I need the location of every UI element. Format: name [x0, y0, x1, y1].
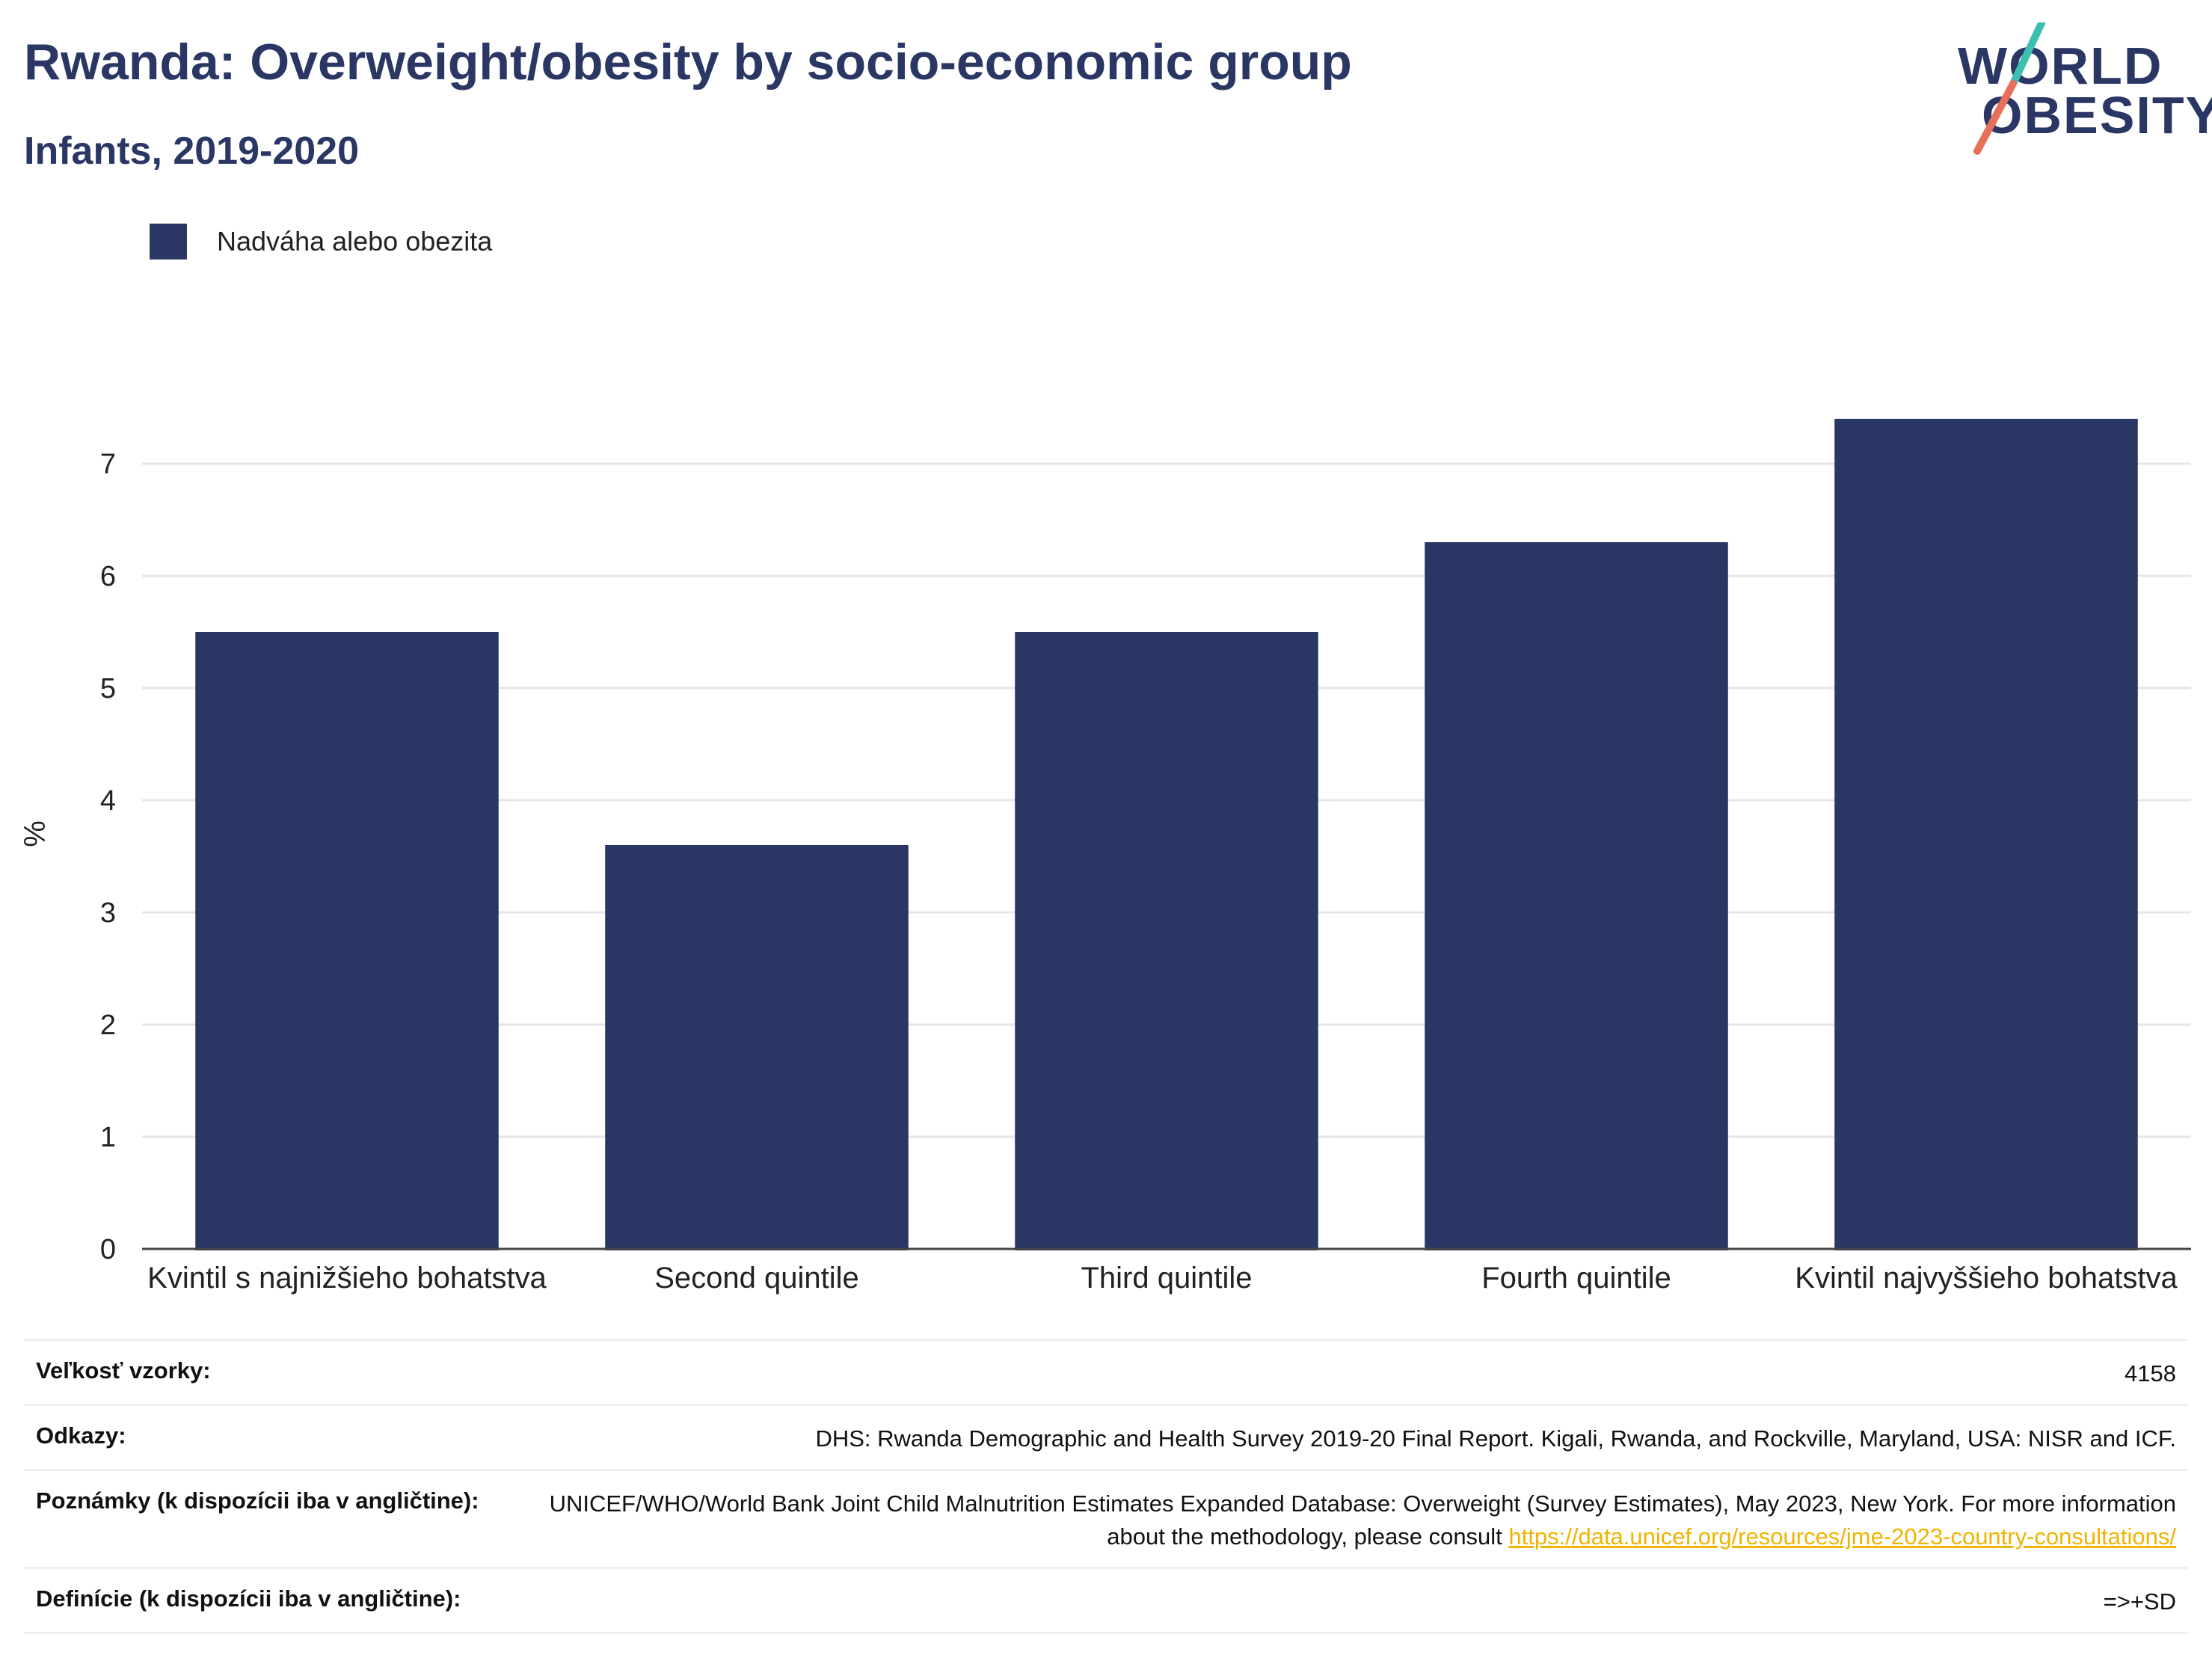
bar [1015, 632, 1318, 1250]
logo-slash-icon [1973, 22, 2045, 155]
y-tick-label: 1 [100, 1122, 116, 1153]
logo-word-obesity: OBESITY [1982, 86, 2212, 144]
references-label: Odkazy: [36, 1422, 126, 1449]
y-tick-label: 3 [100, 897, 116, 929]
y-tick-label: 5 [100, 673, 116, 704]
chart-title: Rwanda: Overweight/obesity by socio-econ… [24, 34, 1352, 90]
logo-word-world: WORLD [1958, 37, 2163, 95]
references-value: DHS: Rwanda Demographic and Health Surve… [815, 1425, 2176, 1452]
notes-row: Poznámky (k dispozícii iba v angličtine)… [24, 1469, 2188, 1567]
x-tick-label: Fourth quintile [1481, 1262, 1671, 1295]
legend-label: Nadváha alebo obezita [217, 226, 493, 257]
y-tick-label: 2 [100, 1010, 116, 1041]
chart-legend[interactable]: Nadváha alebo obezita [150, 223, 492, 260]
x-tick-label: Kvintil najvyššieho bohatstva [1795, 1262, 2178, 1295]
definitions-value: =>+SD [2103, 1588, 2176, 1615]
bar [1834, 419, 2138, 1250]
methodology-link[interactable]: https://data.unicef.org/resources/jme-20… [1508, 1523, 2176, 1550]
sample-size-row: Veľkosť vzorky: 4158 [24, 1339, 2188, 1404]
bar-chart: 0 1 2 3 4 5 6 7 Kvintil s najnižšieho bohatstva S… [19, 419, 2191, 1295]
legend-swatch [150, 224, 187, 260]
y-tick-label: 0 [100, 1234, 116, 1265]
notes-label: Poznámky (k dispozícii iba v angličtine)… [36, 1487, 479, 1514]
chart-subtitle: Infants, 2019-2020 [24, 129, 360, 173]
references-row: Odkazy: DHS: Rwanda Demographic and Heal… [24, 1404, 2188, 1469]
world-obesity-logo[interactable]: WORLD OBESITY [1952, 22, 2212, 157]
y-tick-label: 4 [100, 785, 116, 817]
x-tick-label: Kvintil s najnižšieho bohatstva [147, 1262, 547, 1295]
definitions-row: Definície (k dispozícii iba v angličtine… [24, 1567, 2188, 1634]
definitions-label: Definície (k dispozícii iba v angličtine… [36, 1585, 461, 1612]
y-tick-label: 7 [100, 449, 116, 480]
sample-size-value: 4158 [2125, 1360, 2176, 1387]
notes-text: UNICEF/WHO/World Bank Joint Child Malnut… [549, 1490, 2176, 1550]
x-tick-label: Second quintile [654, 1262, 859, 1295]
bar [195, 632, 499, 1250]
info-table: Veľkosť vzorky: 4158 Odkazy: DHS: Rwanda… [24, 1339, 2188, 1634]
sample-size-label: Veľkosť vzorky: [36, 1357, 211, 1384]
notes-value: UNICEF/WHO/World Bank Joint Child Malnut… [546, 1487, 2176, 1553]
x-tick-label: Third quintile [1081, 1262, 1252, 1295]
bar [1425, 542, 1728, 1250]
y-tick-label: 6 [100, 561, 116, 592]
bar [605, 845, 909, 1250]
y-axis-label: % [19, 820, 52, 847]
